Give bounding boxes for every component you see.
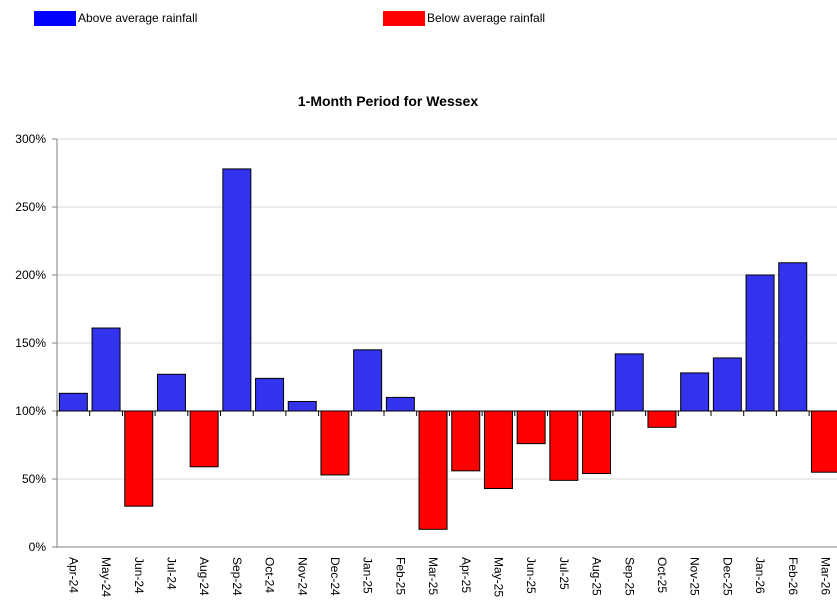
axes [52, 138, 837, 548]
x-tick-label: Oct-25 [655, 557, 669, 593]
y-tick-label: 200% [15, 268, 46, 282]
x-tick-label: Jun-25 [524, 557, 538, 594]
legend-label-below: Below average rainfall [427, 11, 546, 25]
chart-title: 1-Month Period for Wessex [298, 93, 478, 109]
y-tick-label: 0% [29, 540, 47, 554]
x-tick-label: Jul-25 [557, 557, 571, 590]
x-tick-label: Mar-26 [818, 557, 832, 595]
x-tick-label: Feb-26 [786, 557, 800, 595]
x-tick-label: Dec-25 [720, 557, 734, 596]
bar-apr-25 [451, 410, 481, 472]
bar-jul-24 [156, 373, 186, 412]
x-tick-label: Sep-24 [230, 557, 244, 596]
x-tick-label: May-25 [491, 557, 505, 597]
bar-may-25 [483, 410, 513, 490]
y-tick-label: 300% [15, 132, 46, 146]
y-tick-label: 50% [22, 472, 46, 486]
bar-jan-26 [745, 274, 775, 412]
bar-jun-24 [124, 410, 154, 507]
legend-item-above: Above average rainfall [34, 9, 197, 27]
bar-jan-25 [353, 349, 383, 412]
x-tick-label: Mar-25 [426, 557, 440, 595]
bar-oct-24 [255, 377, 285, 412]
x-tick-label: Dec-24 [328, 557, 342, 596]
y-tick-label: 250% [15, 200, 46, 214]
x-tick-label: Oct-24 [263, 557, 277, 593]
bar-jul-25 [549, 410, 579, 481]
bar-may-24 [91, 327, 121, 412]
bar-feb-25 [385, 396, 415, 412]
bar-dec-24 [320, 410, 350, 476]
bar-aug-25 [582, 410, 612, 475]
x-tick-label: Apr-24 [66, 557, 80, 593]
bars [58, 168, 837, 530]
y-tick-label: 100% [15, 404, 46, 418]
bar-sep-25 [614, 353, 644, 412]
x-tick-label: Jul-24 [164, 557, 178, 590]
y-tick-label: 150% [15, 336, 46, 350]
x-tick-label: Aug-25 [590, 557, 604, 596]
y-tick-labels: 0% 50% 100% 150% 200% 250% 300% [15, 132, 46, 554]
bar-feb-26 [778, 262, 808, 412]
x-tick-labels: Apr-24 May-24 Jun-24 Jul-24 Aug-24 Sep-24 Oct-… [66, 557, 832, 597]
x-tick-label: Feb-25 [393, 557, 407, 595]
bar-jun-25 [516, 410, 546, 445]
bar-apr-24 [58, 392, 88, 412]
x-tick-label: Aug-24 [197, 557, 211, 596]
legend-swatch-below [383, 10, 425, 26]
bar-dec-25 [712, 357, 742, 412]
bar-mar-26 [810, 410, 837, 473]
bar-oct-25 [647, 410, 677, 428]
x-tick-label: Jan-25 [361, 557, 375, 594]
legend-label-above: Above average rainfall [78, 11, 198, 25]
bar-mar-25 [418, 410, 448, 530]
bar-sep-24 [222, 168, 252, 412]
x-tick-label: Sep-25 [622, 557, 636, 596]
legend-swatch-above [34, 10, 76, 26]
x-tick-label: Nov-24 [295, 557, 309, 596]
x-tick-label: Apr-25 [459, 557, 473, 593]
x-tick-label: Jun-24 [132, 557, 146, 594]
x-tick-label: Jan-26 [753, 557, 767, 594]
bar-aug-24 [189, 410, 219, 468]
bar-nov-25 [680, 372, 710, 412]
legend-item-below: Below average rainfall [383, 9, 545, 27]
bar-nov-24 [287, 400, 317, 412]
x-tick-label: May-24 [99, 557, 113, 597]
x-tick-label: Nov-25 [688, 557, 702, 596]
